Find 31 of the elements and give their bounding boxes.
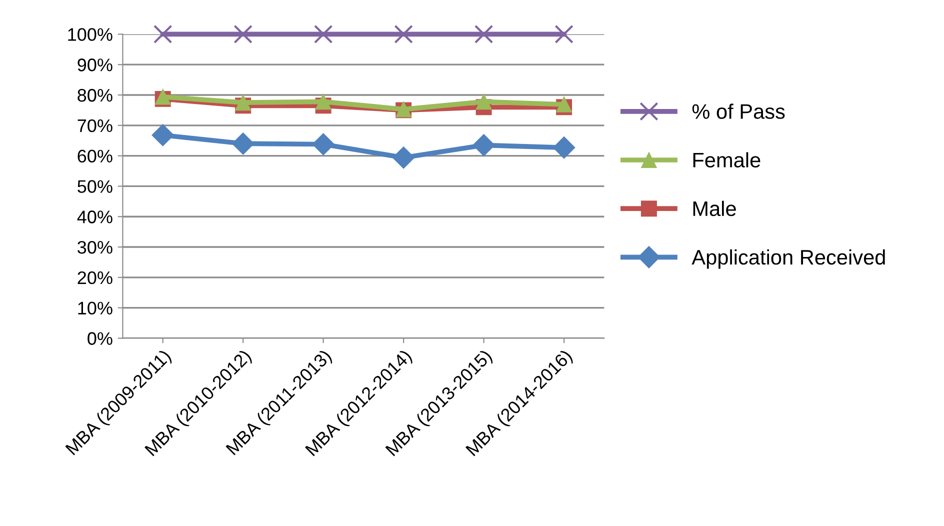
y-tick-label: 90%: [78, 58, 112, 72]
y-tick-label: 40%: [77, 210, 112, 224]
legend-label: % of Pass: [692, 104, 785, 119]
point: [314, 24, 333, 44]
point: [152, 124, 174, 146]
point: [312, 133, 334, 156]
y-tick-label: 100%: [68, 28, 112, 41]
point: [474, 24, 494, 44]
y-tick-label: 30%: [78, 240, 112, 254]
y-tick-label: 50%: [78, 180, 112, 193]
y-tick-label: 0%: [88, 332, 112, 345]
point: [554, 24, 574, 44]
y-tick-label: 10%: [78, 302, 112, 315]
y-tick-label: 80%: [78, 88, 112, 102]
point: [394, 24, 413, 44]
point: [234, 24, 252, 44]
y-tick-label: 20%: [78, 271, 112, 284]
point: [556, 96, 572, 112]
point: [315, 94, 332, 110]
point: [392, 146, 415, 169]
point: [235, 94, 252, 111]
point: [472, 134, 495, 156]
point: [552, 136, 576, 159]
legend-label: Application Received: [692, 249, 885, 269]
legend-label: Male: [693, 200, 736, 216]
point: [232, 132, 254, 155]
point: [153, 24, 172, 44]
y-tick-label: 60%: [78, 150, 112, 163]
legend-label: Female: [693, 152, 760, 168]
y-tick-label: 70%: [78, 119, 112, 132]
point: [476, 94, 492, 110]
